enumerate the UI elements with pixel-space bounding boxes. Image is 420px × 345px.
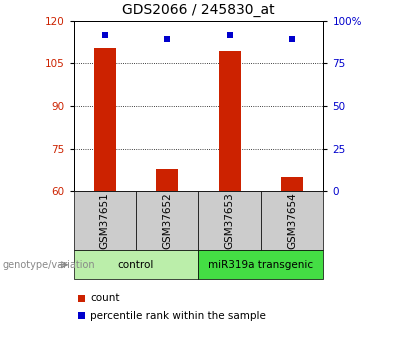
Text: GSM37652: GSM37652 [162, 193, 172, 249]
Bar [281, 177, 303, 191]
Text: GSM37654: GSM37654 [287, 193, 297, 249]
Text: GSM37653: GSM37653 [225, 193, 235, 249]
Text: genotype/variation: genotype/variation [2, 260, 95, 270]
Bar [219, 51, 241, 191]
Title: GDS2066 / 245830_at: GDS2066 / 245830_at [122, 3, 275, 17]
Text: GSM37651: GSM37651 [100, 193, 110, 249]
Text: miR319a transgenic: miR319a transgenic [208, 260, 313, 270]
Bar [156, 169, 178, 191]
Bar [94, 48, 116, 191]
Text: control: control [118, 260, 154, 270]
Text: percentile rank within the sample: percentile rank within the sample [90, 311, 266, 321]
Text: count: count [90, 294, 120, 303]
